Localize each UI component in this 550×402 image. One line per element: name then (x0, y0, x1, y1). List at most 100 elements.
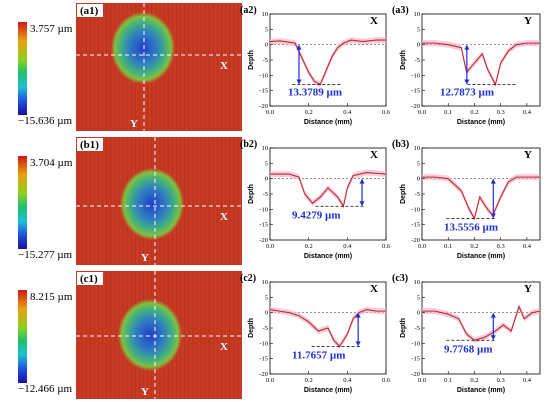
x-tick-label: 0.2 (305, 377, 313, 384)
y-tick-label: -10 (259, 206, 268, 213)
y-tick-label: -10 (259, 340, 268, 347)
direction-label: Y (524, 149, 532, 161)
x-tick-label: 0.1 (444, 243, 452, 250)
direction-label: X (370, 283, 378, 295)
y-axis-label: Depth (248, 50, 255, 70)
plot-frame (269, 13, 387, 107)
y-tick-label: 5 (417, 26, 420, 33)
depth-arrow-head-top (355, 312, 361, 318)
y-tick-label: 10 (414, 279, 421, 286)
y-tick-label: -20 (411, 237, 420, 244)
y-tick-label: -5 (415, 191, 420, 198)
map-axis-y-label: Y (141, 252, 149, 264)
profile-curve (422, 304, 541, 341)
depth-value-label: 13.3789 µm (288, 87, 342, 99)
x-tick-label: 0.1 (444, 109, 452, 116)
profile-curve (269, 309, 386, 348)
y-tick-label: -10 (411, 72, 420, 79)
y-tick-label: 10 (262, 11, 269, 18)
map-axis-x-label: X (220, 60, 228, 72)
plot-panel-label: (a2) (240, 5, 257, 16)
row-2: 8.215 µm−12.466 µm(c1)XY1050-5-10-15-200… (18, 271, 541, 399)
profile-plot: 10 5 0 -5 -10 -15 -200.0 0.1 0.2 0.3 0.4 Distance (… (392, 5, 541, 126)
x-tick-label: 0.3 (497, 377, 505, 384)
x-tick-label: 0.2 (470, 243, 478, 250)
map-axis-y-label: Y (130, 118, 138, 130)
x-tick-label: 0.2 (470, 377, 478, 384)
y-tick-label: -10 (259, 72, 268, 79)
map-axis-x-label: X (220, 341, 228, 353)
direction-label: Y (524, 283, 532, 295)
y-tick-label: -15 (411, 356, 420, 363)
scale-max-label: 3.704 µm (30, 157, 73, 169)
x-tick-label: 0.0 (418, 109, 426, 116)
scale-min-label: −15.277 µm (18, 249, 73, 261)
map-panel-label: (b1) (80, 139, 99, 151)
x-tick-label: 0.4 (343, 243, 352, 250)
depth-arrow-head-top (464, 44, 470, 50)
map-axis-y-label: Y (141, 386, 149, 398)
color-scale-bar (18, 156, 27, 249)
y-tick-label: -10 (411, 206, 420, 213)
x-tick-label: 0.0 (266, 109, 274, 116)
x-tick-label: 0.0 (266, 243, 274, 250)
direction-label: X (370, 15, 378, 27)
profile-band (270, 169, 386, 210)
y-axis-label: Depth (248, 184, 255, 204)
depth-arrow-head-bottom (355, 341, 361, 347)
profile-curve (269, 39, 386, 86)
plot-panel-label: (a3) (392, 5, 409, 16)
plot-frame (269, 147, 387, 241)
direction-label: X (370, 149, 378, 161)
x-tick-label: 0.2 (305, 109, 313, 116)
x-axis-label: Distance (mm) (457, 253, 505, 260)
y-tick-label: -5 (263, 325, 268, 332)
map-label-bg (77, 138, 103, 151)
depth-value-label: 12.7873 µm (440, 87, 494, 99)
depth-value-label: 9.7768 µm (444, 343, 493, 355)
profile-plot: 10 5 0 -5 -10 -15 -200.0 0.1 0.2 0.3 0.4 Distance (… (392, 273, 541, 394)
y-axis-label: Depth (248, 318, 255, 338)
depth-value-label: 11.7657 µm (292, 349, 345, 361)
map-axis-x-label: X (220, 211, 228, 223)
x-tick-label: 0.2 (305, 243, 313, 250)
y-axis-label: Depth (400, 184, 407, 204)
profile-curve (422, 42, 540, 87)
depth-arrow-head-bottom (490, 335, 496, 341)
x-tick-label: 0.1 (444, 377, 452, 384)
depth-arrow-head-bottom (296, 79, 302, 85)
y-tick-label: -15 (259, 222, 268, 229)
plot-panel-label: (b3) (392, 139, 409, 150)
map-label-bg (77, 4, 103, 17)
depth-arrow-head-top (359, 178, 365, 184)
profile-band (422, 40, 540, 88)
y-tick-label: -20 (259, 103, 268, 110)
plot-panel-label: (b2) (240, 139, 257, 150)
y-tick-label: -10 (411, 340, 420, 347)
y-tick-label: 10 (262, 279, 269, 286)
x-tick-label: 0.0 (266, 377, 274, 384)
profile-plot: 10 5 0 -5 -10 -15 -200.0 0.2 0.4 0.6 Distance (mm)… (240, 273, 391, 394)
profile-curve (422, 176, 540, 221)
color-scale-bar (18, 290, 27, 383)
direction-label: Y (524, 15, 532, 27)
x-tick-label: 0.3 (497, 243, 505, 250)
y-tick-label: 0 (265, 176, 268, 183)
depth-arrow-head-top (490, 178, 496, 184)
y-tick-label: -20 (411, 103, 420, 110)
y-tick-label: -20 (259, 371, 268, 378)
x-axis-label: Distance (mm) (304, 387, 352, 394)
x-tick-label: 0.4 (343, 109, 352, 116)
x-tick-label: 0.4 (523, 109, 532, 116)
row-0: 3.757 µm−15.636 µm(a1)XY1050-5-10-15-200… (18, 3, 541, 131)
profile-band (422, 303, 540, 344)
y-tick-label: -5 (415, 325, 420, 332)
y-tick-label: 0 (417, 310, 420, 317)
map-panel-label: (a1) (80, 5, 99, 17)
map-label-bg (77, 272, 103, 285)
x-axis-label: Distance (mm) (457, 119, 505, 126)
y-tick-label: -5 (263, 191, 268, 198)
scale-max-label: 3.757 µm (30, 23, 73, 35)
